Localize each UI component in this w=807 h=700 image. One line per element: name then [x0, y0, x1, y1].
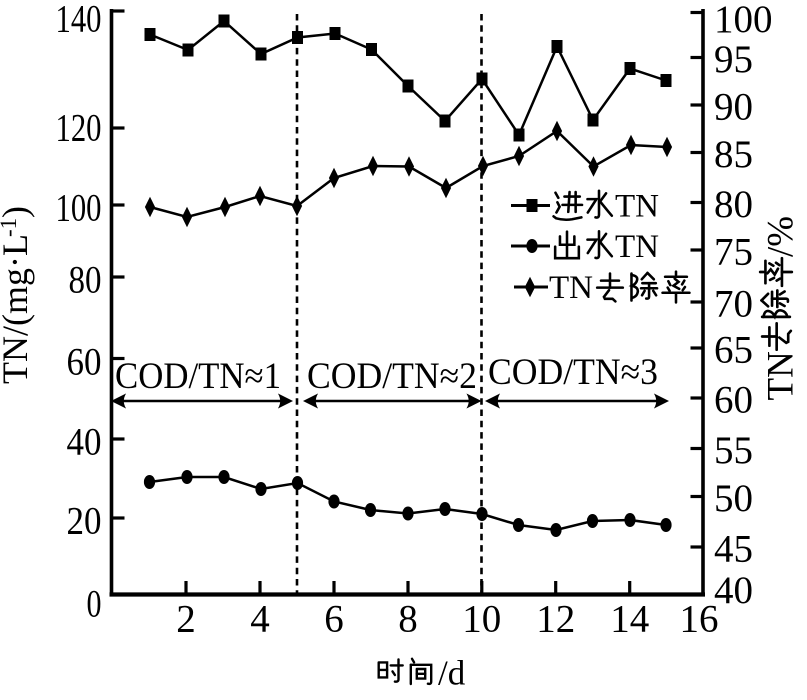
svg-text:85: 85 [714, 133, 753, 176]
svg-text:TN: TN [615, 229, 659, 265]
svg-text:COD/TN≈3: COD/TN≈3 [488, 352, 658, 393]
svg-text:75: 75 [714, 231, 753, 274]
svg-text:140: 140 [56, 0, 102, 41]
svg-text:COD/TN≈1: COD/TN≈1 [115, 356, 281, 397]
svg-text:0: 0 [87, 583, 102, 626]
svg-text:4: 4 [250, 598, 270, 641]
svg-text:40: 40 [67, 421, 102, 464]
svg-text:-1: -1 [0, 218, 21, 237]
svg-text:50: 50 [714, 477, 753, 520]
svg-text:TN: TN [761, 351, 802, 400]
svg-text:TN: TN [549, 270, 593, 306]
svg-text:TN/(mg·L: TN/(mg·L [0, 234, 35, 384]
svg-text:10: 10 [462, 598, 501, 641]
svg-text:TN: TN [615, 189, 659, 225]
svg-text:70: 70 [714, 283, 753, 326]
svg-text:6: 6 [324, 598, 344, 641]
svg-text:90: 90 [714, 86, 753, 129]
svg-text:/%: /% [761, 216, 802, 257]
svg-text:/d: /d [438, 654, 466, 693]
svg-text:100: 100 [56, 187, 102, 230]
svg-text:60: 60 [714, 379, 753, 422]
svg-text:80: 80 [69, 259, 102, 302]
svg-text:40: 40 [714, 569, 753, 612]
svg-text:8: 8 [398, 598, 418, 641]
svg-text:2: 2 [176, 598, 196, 641]
svg-text:95: 95 [714, 38, 753, 81]
svg-text:14: 14 [610, 598, 649, 641]
svg-text:100: 100 [714, 0, 773, 41]
svg-text:COD/TN≈2: COD/TN≈2 [307, 356, 477, 397]
svg-text:60: 60 [67, 341, 102, 384]
svg-text:): ) [0, 206, 35, 218]
svg-text:80: 80 [714, 183, 753, 226]
svg-text:45: 45 [714, 528, 753, 571]
svg-text:65: 65 [714, 329, 753, 372]
svg-text:16: 16 [680, 598, 719, 641]
svg-text:12: 12 [536, 598, 575, 641]
svg-text:120: 120 [56, 107, 102, 150]
svg-text:55: 55 [714, 429, 753, 472]
svg-text:20: 20 [67, 500, 102, 543]
